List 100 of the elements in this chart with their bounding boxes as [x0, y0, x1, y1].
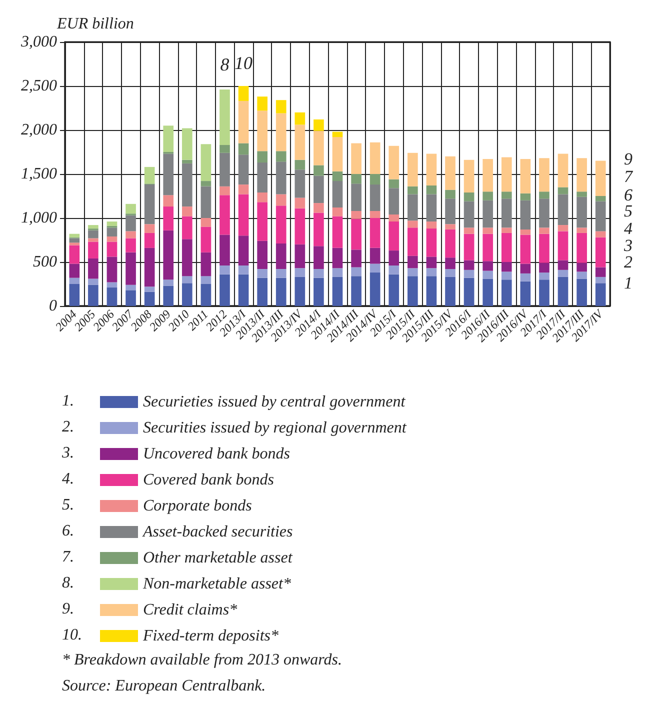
bar	[595, 237, 606, 268]
bar	[520, 159, 531, 194]
bar	[595, 160, 606, 196]
bar	[144, 286, 155, 292]
bar	[238, 100, 249, 144]
bar	[370, 218, 380, 248]
bar	[106, 228, 118, 236]
bar	[182, 128, 192, 160]
bar	[501, 272, 512, 280]
bar	[445, 229, 456, 258]
bar	[314, 246, 324, 270]
bar	[426, 276, 437, 306]
bar	[163, 286, 174, 306]
legend-label: Other marketable asset	[143, 550, 293, 566]
bar	[351, 143, 362, 174]
bar	[163, 195, 174, 207]
bar	[520, 281, 531, 306]
bar	[126, 215, 136, 232]
legend-label: Securieties issued by central government	[143, 394, 406, 410]
bar	[464, 192, 474, 202]
bar	[294, 268, 306, 277]
bar	[445, 224, 456, 230]
text: 1.	[62, 392, 74, 410]
bar	[370, 142, 380, 174]
legend-label: Non-marketable asset*	[142, 576, 291, 592]
bar	[163, 154, 174, 196]
bar	[558, 225, 568, 232]
bar	[388, 222, 400, 251]
bar	[408, 268, 418, 276]
bar	[370, 184, 380, 211]
bar	[445, 198, 456, 224]
bar	[126, 204, 136, 214]
bar	[163, 230, 174, 280]
text: 9.	[62, 600, 74, 618]
bar	[314, 119, 324, 131]
bar	[126, 238, 136, 252]
bar	[501, 192, 512, 199]
bar	[464, 228, 474, 234]
bar	[257, 110, 268, 152]
bar	[276, 100, 286, 114]
bar	[388, 188, 400, 214]
bar	[220, 234, 230, 266]
bar	[426, 194, 437, 222]
bar	[464, 201, 474, 228]
bar	[144, 292, 155, 306]
bar	[257, 151, 268, 163]
bar	[238, 184, 249, 194]
bar	[238, 236, 249, 266]
y-tick-label: 3,000	[20, 34, 57, 50]
bar	[388, 274, 400, 306]
bar	[257, 162, 268, 192]
bar	[276, 278, 286, 306]
bar	[69, 234, 80, 238]
bar	[332, 216, 343, 248]
bar	[238, 274, 249, 306]
bar	[464, 278, 474, 306]
bar	[595, 267, 606, 277]
bar	[276, 151, 286, 162]
bar	[294, 208, 306, 244]
bar	[294, 276, 306, 306]
bar	[220, 195, 230, 235]
bar	[332, 248, 343, 268]
bar	[426, 222, 437, 229]
bar	[200, 252, 212, 276]
bar	[520, 193, 531, 200]
bar	[539, 198, 550, 228]
text: 6.	[62, 522, 74, 540]
bar	[576, 196, 587, 228]
bar	[501, 232, 512, 262]
bar	[388, 214, 400, 222]
bar	[314, 278, 324, 306]
bar	[408, 220, 418, 228]
annotation: 10	[234, 52, 253, 73]
bar	[294, 198, 306, 208]
bar	[370, 210, 380, 218]
bar	[595, 276, 606, 284]
bar	[126, 284, 136, 290]
bar	[69, 245, 80, 264]
bar	[595, 201, 606, 232]
bar	[182, 216, 192, 240]
bar	[408, 228, 418, 256]
bar	[314, 165, 324, 176]
bar	[126, 252, 136, 285]
bar	[576, 228, 587, 233]
bar	[200, 226, 212, 252]
bar	[200, 181, 212, 186]
bar	[595, 283, 606, 306]
text: 10.	[62, 626, 82, 644]
bar	[200, 284, 212, 306]
bar	[520, 200, 531, 230]
bar	[464, 160, 474, 192]
bar	[257, 240, 268, 270]
bar	[351, 267, 362, 276]
bar	[88, 278, 98, 285]
bar	[370, 264, 380, 273]
bar	[276, 244, 286, 270]
text: * Breakdown available from 2013 onwards.	[62, 652, 342, 668]
bar	[276, 206, 286, 244]
bar	[238, 266, 249, 274]
bar	[576, 278, 587, 306]
